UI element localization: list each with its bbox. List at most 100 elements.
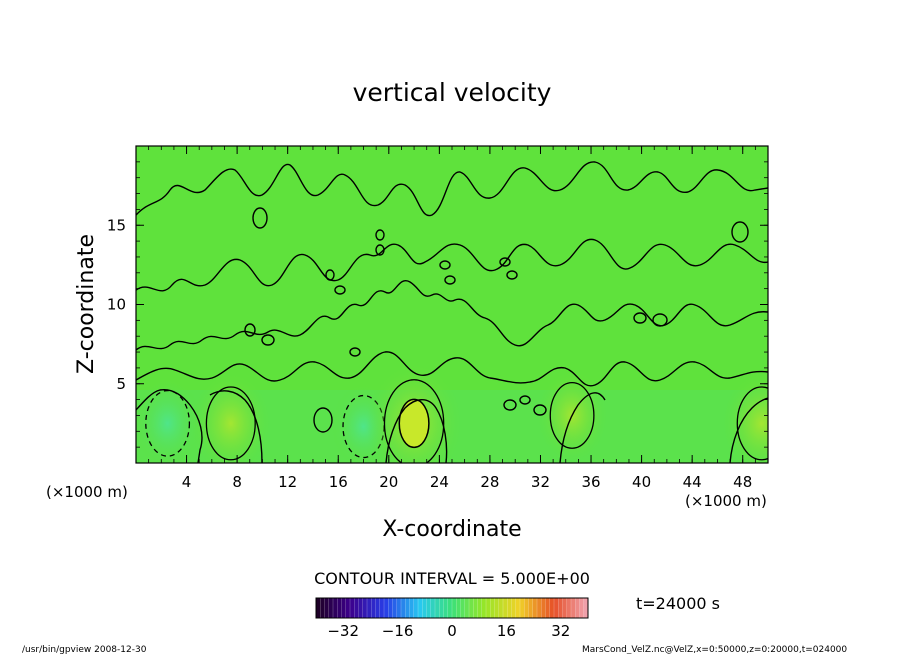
colorbar-segment: [524, 598, 529, 618]
velocity-cell-contour: [736, 386, 768, 461]
colorbar-tick-label: 16: [497, 622, 516, 640]
colorbar-segment: [579, 598, 585, 618]
colorbar-segment: [498, 598, 504, 618]
colorbar-segment: [571, 598, 576, 618]
colorbar-segment: [422, 598, 427, 618]
y-axis-label: Z-coordinate: [74, 234, 99, 374]
x-tick-label: 8: [232, 473, 242, 491]
colorbar-segment: [511, 598, 517, 618]
x-unit-left: (×1000 m): [46, 483, 128, 501]
x-tick-label: 32: [531, 473, 550, 491]
colorbar-segment: [532, 598, 538, 618]
colorbar-segment: [481, 598, 487, 618]
y-tick-label: 10: [107, 296, 126, 314]
colorbar-segment: [320, 598, 325, 618]
colorbar-segment: [426, 598, 432, 618]
colorbar-segment: [443, 598, 449, 618]
x-tick-label: 36: [581, 473, 600, 491]
colorbar-segment: [537, 598, 542, 618]
colorbar-segment: [575, 598, 580, 618]
colorbar-segment: [384, 598, 389, 618]
colorbar-segment: [549, 598, 555, 618]
contour-interval: CONTOUR INTERVAL = 5.000E+00: [314, 569, 590, 588]
colorbar-segment: [554, 598, 559, 618]
x-tick-label: 4: [182, 473, 192, 491]
colorbar-segment: [324, 598, 330, 618]
colorbar-segment: [362, 598, 368, 618]
x-tick-label: 16: [329, 473, 348, 491]
x-tick-label: 12: [278, 473, 297, 491]
colorbar-tick-label: −16: [382, 622, 414, 640]
colorbar-segment: [528, 598, 534, 618]
colorbar-segment: [379, 598, 385, 618]
time-label: t=24000 s: [636, 594, 720, 613]
velocity-cell-core: [398, 398, 430, 449]
colorbar-segment: [392, 598, 398, 618]
colorbar-segment: [456, 598, 461, 618]
colorbar-segment: [316, 598, 321, 618]
velocity-cell-contour: [549, 382, 595, 449]
colorbar-segment: [396, 598, 402, 618]
footer-left: /usr/bin/gpview 2008-12-30: [22, 645, 147, 654]
colorbar-tick-label: 0: [447, 622, 457, 640]
colorbar-segment: [464, 598, 470, 618]
colorbar-segment: [367, 598, 372, 618]
colorbar-segment: [583, 598, 589, 618]
velocity-cell-contour: [383, 379, 445, 463]
x-tick-label: 24: [430, 473, 449, 491]
x-tick-label: 20: [379, 473, 398, 491]
colorbar-segment: [490, 598, 495, 618]
colorbar-segment: [520, 598, 525, 618]
colorbar-frame: [315, 597, 589, 619]
colorbar-segment: [541, 598, 546, 618]
colorbar-segment: [558, 598, 563, 618]
colorbar-segment: [545, 598, 551, 618]
colorbar-tick-label: −32: [327, 622, 359, 640]
colorbar-segment: [401, 598, 406, 618]
colorbar-segment: [473, 598, 478, 618]
x-tick-label: 40: [632, 473, 651, 491]
colorbar-segment: [418, 598, 423, 618]
contour-lines: [136, 161, 768, 463]
colorbar-segment: [515, 598, 521, 618]
colorbar-segment: [341, 598, 347, 618]
x-axis-label: X-coordinate: [382, 517, 521, 542]
colorbar-segment: [566, 598, 572, 618]
colorbar: [315, 597, 589, 619]
colorbar-segment: [371, 598, 376, 618]
colorbar-segment: [439, 598, 444, 618]
colorbar-segment: [452, 598, 457, 618]
colorbar-segment: [562, 598, 568, 618]
x-tick-label: 28: [480, 473, 499, 491]
colorbar-segment: [405, 598, 410, 618]
colorbar-segment: [460, 598, 466, 618]
velocity-cell-contour: [205, 386, 256, 461]
colorbar-segment: [435, 598, 440, 618]
colorbar-segment: [507, 598, 512, 618]
colorbar-segment: [345, 598, 351, 618]
y-tick-label: 15: [107, 216, 126, 234]
y-tick-label: 5: [116, 375, 126, 393]
colorbar-segment: [494, 598, 500, 618]
colorbar-segment: [375, 598, 381, 618]
footer-right: MarsCond_VelZ.nc@VelZ,x=0:50000,z=0:2000…: [582, 645, 847, 654]
colorbar-segment: [409, 598, 415, 618]
velocity-cell-shade: [191, 372, 270, 463]
colorbar-segment: [358, 598, 364, 618]
chart-title: vertical velocity: [353, 78, 552, 107]
colorbar-segment: [413, 598, 419, 618]
colorbar-segment: [430, 598, 436, 618]
colorbar-segment: [328, 598, 334, 618]
x-tick-label: 44: [683, 473, 702, 491]
colorbar-segment: [350, 598, 355, 618]
colorbar-segment: [337, 598, 342, 618]
colorbar-segment: [477, 598, 483, 618]
velocity-cell-shade: [722, 372, 768, 463]
y-axis: 5 10 15: [107, 145, 768, 464]
colorbar-tick-label: 32: [551, 622, 570, 640]
x-tick-label: 48: [733, 473, 752, 491]
colorbar-segment: [469, 598, 474, 618]
colorbar-segment: [333, 598, 338, 618]
colorbar-ticks: −32 −16 0 16 32: [327, 622, 570, 640]
